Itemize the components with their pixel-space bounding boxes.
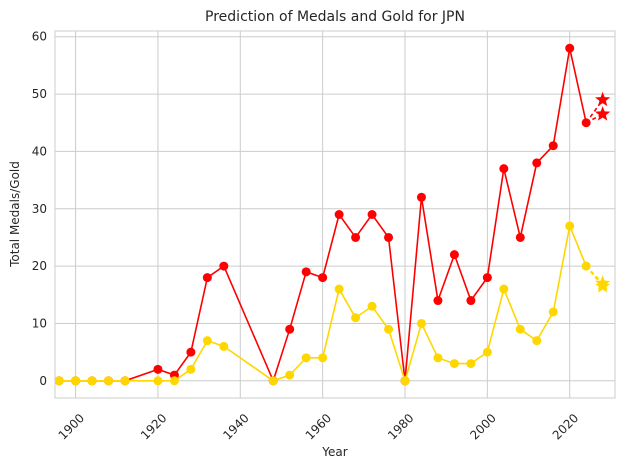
data-point xyxy=(120,376,130,386)
y-axis: 0 10 20 30 40 50 60 xyxy=(32,30,47,388)
data-point xyxy=(532,336,542,346)
data-point xyxy=(499,164,509,174)
y-tick-label: 10 xyxy=(32,316,47,330)
data-point xyxy=(301,353,311,363)
data-point xyxy=(466,296,476,306)
prediction-marker xyxy=(595,106,611,121)
data-point xyxy=(433,296,443,306)
data-point xyxy=(565,221,575,231)
series-line xyxy=(59,48,587,384)
data-point xyxy=(548,307,558,317)
x-tick-label: 1900 xyxy=(56,411,87,442)
series-1 xyxy=(54,221,611,386)
data-point xyxy=(351,313,361,323)
x-tick-label: 2000 xyxy=(467,411,498,442)
data-point xyxy=(285,324,295,334)
data-point xyxy=(318,353,328,363)
data-point xyxy=(202,273,212,283)
y-tick-label: 60 xyxy=(32,30,47,44)
data-point xyxy=(87,376,97,386)
data-point xyxy=(416,318,426,328)
prediction-marker xyxy=(595,278,611,293)
series-line xyxy=(59,223,587,384)
y-tick-label: 40 xyxy=(32,144,47,158)
data-point xyxy=(219,341,229,351)
x-tick-label: 1960 xyxy=(303,411,334,442)
x-tick-label: 1940 xyxy=(220,411,251,442)
data-point xyxy=(219,261,229,271)
data-point xyxy=(482,273,492,283)
data-point xyxy=(384,232,394,242)
data-point xyxy=(334,210,344,219)
data-point xyxy=(449,250,459,260)
data-point xyxy=(433,353,443,363)
data-point xyxy=(515,324,525,334)
data-point xyxy=(548,141,558,151)
x-tick-label: 1920 xyxy=(138,411,169,442)
y-axis-label: Total Medals/Gold xyxy=(8,161,22,268)
data-point xyxy=(268,376,278,386)
x-tick-label: 2020 xyxy=(550,411,581,442)
data-point xyxy=(169,376,179,386)
series-layer xyxy=(54,43,611,386)
data-point xyxy=(71,376,81,386)
data-point xyxy=(482,347,492,357)
data-point xyxy=(400,376,410,386)
x-tick-label: 1980 xyxy=(385,411,416,442)
data-point xyxy=(565,43,575,53)
data-point xyxy=(351,232,361,242)
y-tick-label: 0 xyxy=(39,374,47,388)
data-point xyxy=(334,284,344,294)
y-tick-label: 30 xyxy=(32,202,47,216)
data-point xyxy=(499,284,509,294)
x-axis-label: Year xyxy=(321,445,347,459)
data-point xyxy=(449,359,459,369)
data-point xyxy=(515,232,525,242)
prediction-line xyxy=(585,265,604,287)
y-tick-label: 20 xyxy=(32,259,47,273)
data-point xyxy=(301,267,311,277)
data-point xyxy=(384,324,394,334)
data-point xyxy=(285,370,295,380)
data-point xyxy=(367,301,377,311)
data-point xyxy=(367,210,377,219)
data-point xyxy=(54,376,64,386)
chart-title: Prediction of Medals and Gold for JPN xyxy=(205,9,465,25)
data-point xyxy=(104,376,114,386)
y-tick-label: 50 xyxy=(32,87,47,101)
data-point xyxy=(466,359,476,369)
data-point xyxy=(416,192,426,202)
data-point xyxy=(153,364,163,374)
prediction-marker xyxy=(595,91,611,107)
x-axis: 1900 1920 1940 1960 1980 2000 2020 xyxy=(56,411,582,442)
data-point xyxy=(202,336,212,346)
data-point xyxy=(186,364,196,374)
plot-frame xyxy=(54,30,616,399)
data-point xyxy=(186,347,196,357)
data-point xyxy=(318,273,328,283)
data-point xyxy=(532,158,542,168)
data-point xyxy=(153,376,163,386)
